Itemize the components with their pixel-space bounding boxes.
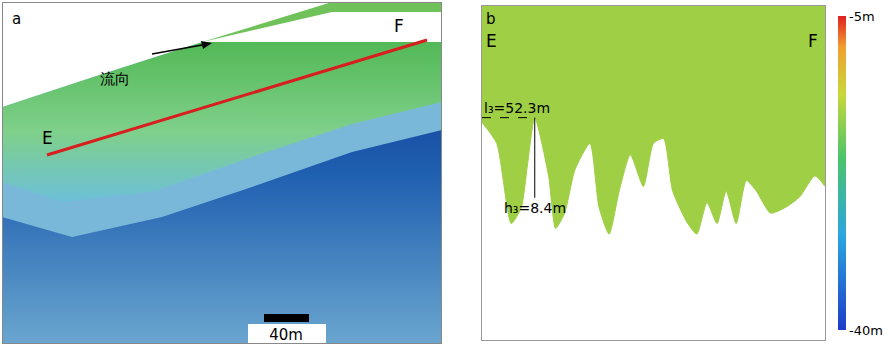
svg-text:a: a	[12, 10, 21, 28]
svg-text:流向: 流向	[100, 70, 130, 88]
svg-text:40m: 40m	[269, 326, 303, 344]
svg-text:-40m: -40m	[849, 323, 883, 338]
svg-text:F: F	[808, 31, 818, 51]
svg-text:l₃=52.3m: l₃=52.3m	[484, 100, 550, 116]
svg-text:b: b	[486, 10, 496, 28]
svg-text:-5m: -5m	[849, 9, 875, 24]
svg-text:h₃=8.4m: h₃=8.4m	[504, 200, 566, 216]
svg-text:E: E	[42, 128, 53, 148]
svg-text:F: F	[394, 16, 404, 36]
svg-text:E: E	[486, 31, 497, 51]
